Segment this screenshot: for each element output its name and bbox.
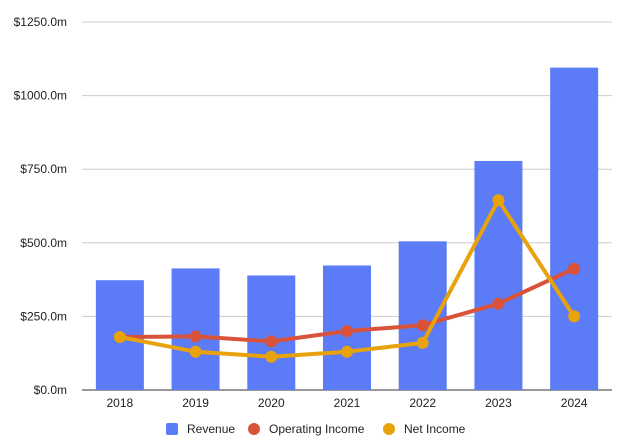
net-income-point <box>265 350 278 363</box>
x-tick-label: 2020 <box>258 396 285 410</box>
operating-income-point <box>265 335 278 348</box>
operating-income-point <box>189 330 202 343</box>
net-income-point <box>113 331 126 344</box>
revenue-bar <box>247 275 296 390</box>
legend-swatch <box>166 423 178 435</box>
income-lines <box>113 194 581 363</box>
x-tick-label: 2022 <box>409 396 436 410</box>
legend-swatch <box>383 423 395 435</box>
revenue-bar <box>398 241 447 390</box>
y-tick-label: $1000.0m <box>14 89 67 103</box>
x-tick-label: 2018 <box>107 396 134 410</box>
net-income-point <box>341 345 353 358</box>
operating-income-point <box>341 325 353 338</box>
y-tick-label: $500.0m <box>20 236 67 250</box>
net-income-point <box>568 310 581 323</box>
x-tick-label: 2019 <box>182 396 209 410</box>
y-tick-label: $250.0m <box>20 309 67 323</box>
operating-income-point <box>492 297 505 310</box>
operating-income-point <box>416 319 429 332</box>
y-axis-tick-labels: $0.0m $250.0m $500.0m $750.0m $1000.0m $1250.… <box>14 15 67 397</box>
legend-label: Net Income <box>404 422 466 436</box>
net-income-point <box>416 336 429 349</box>
net-income-point <box>189 345 202 358</box>
x-tick-label: 2021 <box>334 396 361 410</box>
y-tick-label: $0.0m <box>34 383 67 397</box>
legend: Revenue Operating Income Net Income <box>166 422 466 436</box>
legend-label: Operating Income <box>269 422 365 436</box>
legend-swatch <box>248 423 260 435</box>
x-tick-label: 2023 <box>485 396 512 410</box>
legend-label: Revenue <box>187 422 235 436</box>
revenue-bar <box>550 67 599 390</box>
revenue-bars <box>95 67 599 390</box>
revenue-bar <box>171 268 220 390</box>
y-tick-label: $750.0m <box>20 162 67 176</box>
x-axis-tick-labels: 2018 2019 2020 2021 2022 2023 2024 <box>107 396 588 410</box>
net-income-point <box>492 194 505 207</box>
gridlines <box>82 21 612 391</box>
x-tick-label: 2024 <box>561 396 588 410</box>
operating-income-point <box>568 262 581 275</box>
y-tick-label: $1250.0m <box>14 15 67 29</box>
